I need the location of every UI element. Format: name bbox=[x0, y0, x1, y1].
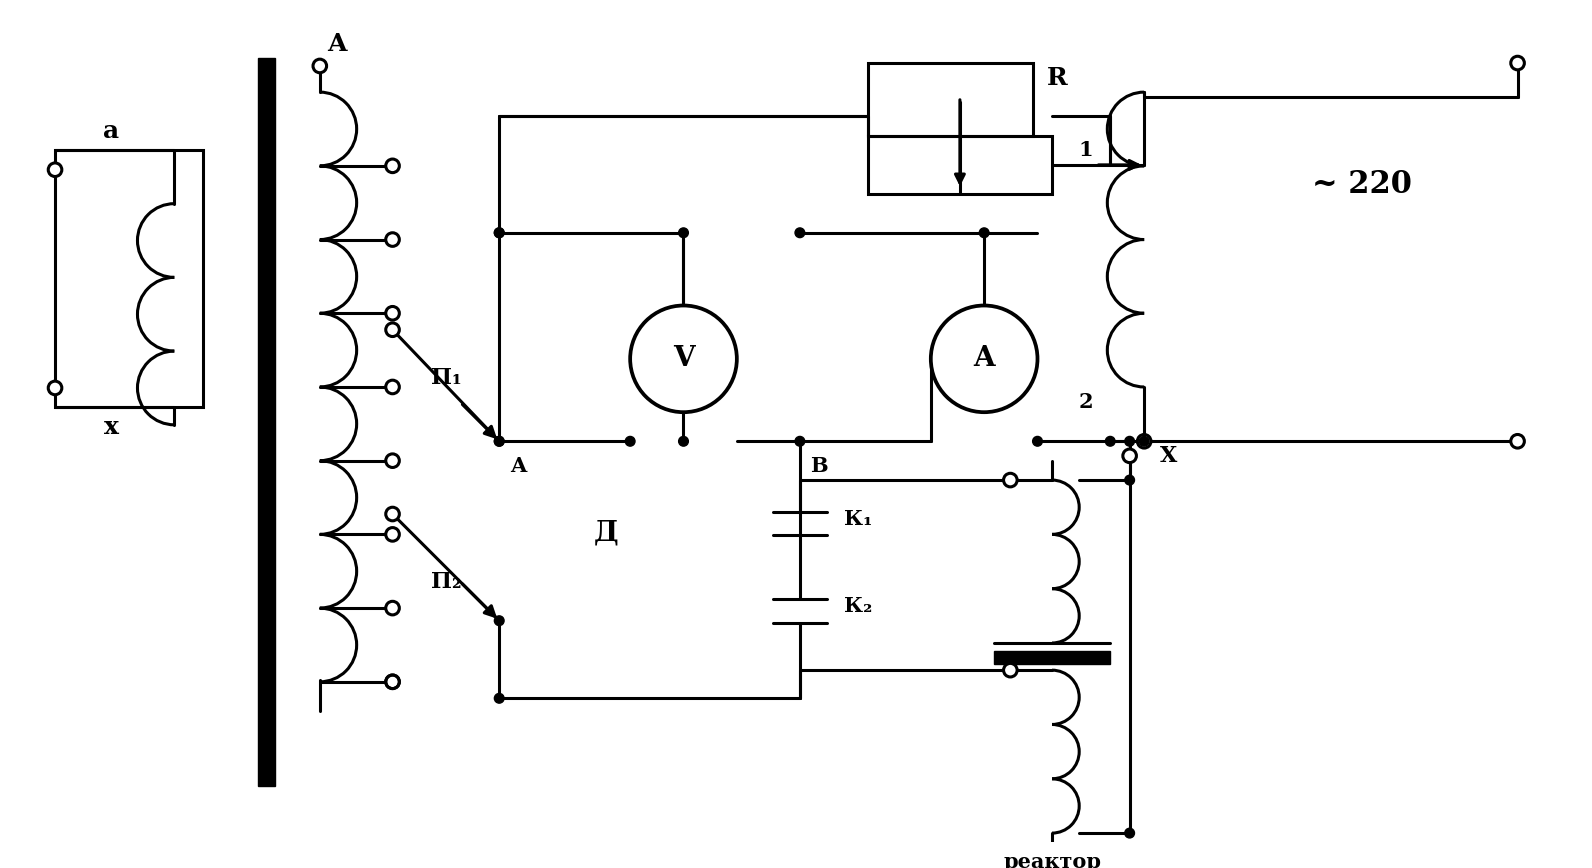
Text: A: A bbox=[328, 31, 347, 56]
Circle shape bbox=[1126, 437, 1135, 446]
Text: 1: 1 bbox=[1079, 141, 1094, 161]
Circle shape bbox=[495, 228, 505, 238]
Circle shape bbox=[495, 437, 505, 446]
Text: 2: 2 bbox=[1079, 392, 1094, 412]
Circle shape bbox=[1003, 663, 1017, 677]
Circle shape bbox=[1105, 437, 1114, 446]
Circle shape bbox=[1003, 473, 1017, 487]
Circle shape bbox=[48, 163, 62, 176]
Text: V: V bbox=[673, 345, 694, 372]
Circle shape bbox=[385, 602, 400, 615]
Circle shape bbox=[385, 454, 400, 468]
Bar bbox=[258, 58, 275, 786]
Text: К₂: К₂ bbox=[844, 596, 872, 616]
Text: B: B bbox=[810, 456, 828, 476]
Text: К₁: К₁ bbox=[844, 509, 872, 529]
Circle shape bbox=[385, 675, 400, 688]
Circle shape bbox=[314, 59, 326, 73]
Circle shape bbox=[385, 507, 400, 521]
Circle shape bbox=[385, 675, 400, 688]
Circle shape bbox=[1126, 475, 1135, 485]
Circle shape bbox=[48, 381, 62, 395]
Text: П₁: П₁ bbox=[430, 367, 462, 389]
Text: A: A bbox=[511, 456, 527, 476]
Text: реактор: реактор bbox=[1003, 852, 1102, 868]
Circle shape bbox=[385, 528, 400, 541]
Text: R: R bbox=[1046, 66, 1067, 89]
Circle shape bbox=[385, 380, 400, 394]
Circle shape bbox=[495, 437, 505, 446]
Circle shape bbox=[1137, 435, 1151, 448]
Circle shape bbox=[1511, 435, 1525, 448]
Circle shape bbox=[931, 306, 1038, 412]
Text: Д: Д bbox=[594, 520, 618, 547]
Text: A: A bbox=[973, 345, 995, 372]
Text: ~ 220: ~ 220 bbox=[1312, 168, 1412, 200]
Circle shape bbox=[1126, 828, 1135, 838]
Circle shape bbox=[385, 306, 400, 320]
Text: П₂: П₂ bbox=[430, 571, 462, 593]
Circle shape bbox=[385, 323, 400, 337]
Circle shape bbox=[385, 233, 400, 247]
Circle shape bbox=[495, 616, 505, 626]
Circle shape bbox=[385, 159, 400, 173]
Bar bbox=[868, 135, 1052, 194]
Text: X: X bbox=[1159, 444, 1176, 467]
Circle shape bbox=[626, 437, 635, 446]
Circle shape bbox=[1140, 437, 1149, 446]
Circle shape bbox=[1511, 56, 1525, 69]
Circle shape bbox=[979, 228, 989, 238]
Circle shape bbox=[678, 228, 688, 238]
Circle shape bbox=[495, 228, 505, 238]
Circle shape bbox=[678, 437, 688, 446]
Bar bbox=[868, 63, 1033, 135]
Bar bbox=[56, 150, 204, 407]
Circle shape bbox=[794, 437, 804, 446]
Text: x: x bbox=[103, 415, 119, 438]
Circle shape bbox=[495, 694, 505, 703]
Bar bbox=[993, 651, 1110, 664]
Circle shape bbox=[1122, 449, 1137, 463]
Text: a: a bbox=[103, 119, 119, 143]
Circle shape bbox=[1033, 437, 1043, 446]
Circle shape bbox=[630, 306, 737, 412]
Circle shape bbox=[794, 228, 804, 238]
